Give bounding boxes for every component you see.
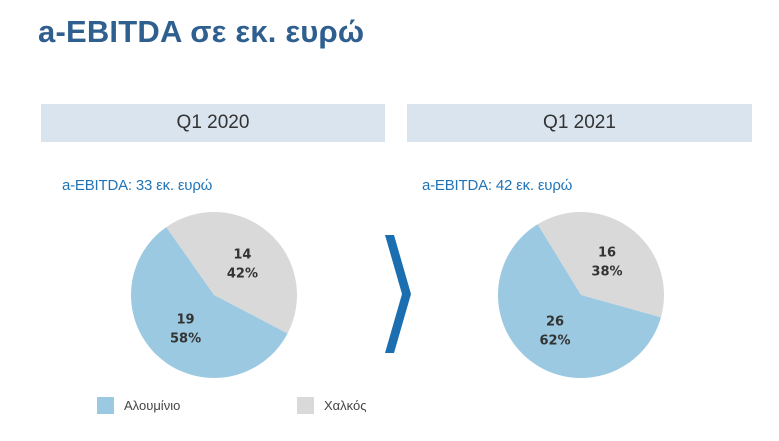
legend-swatch-aluminium	[97, 397, 114, 414]
data-label-percent-aluminium: 58%	[170, 331, 201, 346]
ebitda-total-q1-2021: a-EBITDA: 42 εκ. ευρώ	[422, 177, 573, 194]
data-label-percent-copper: 42%	[227, 267, 258, 282]
legend-item-aluminium: Αλουμίνιο	[97, 397, 180, 414]
pie-chart-q1-2020: 14 42% 19 58%	[131, 211, 297, 378]
legend-label-aluminium: Αλουμίνιο	[124, 398, 181, 413]
page-title: a-EBITDA σε εκ. ευρώ	[38, 14, 365, 49]
panel-header-q1-2020: Q1 2020	[41, 104, 385, 142]
legend-item-copper: Χαλκός	[297, 397, 367, 414]
data-label-value-aluminium: 26	[546, 314, 564, 329]
data-label-percent-aluminium: 62%	[539, 333, 570, 348]
legend-swatch-copper	[297, 397, 314, 414]
ebitda-total-q1-2020: a-EBITDA: 33 εκ. ευρώ	[62, 177, 213, 194]
pie-slice-aluminium	[131, 227, 288, 378]
pie-chart-q1-2021: 16 38% 26 62%	[498, 212, 664, 378]
data-label-value-copper: 16	[598, 246, 616, 261]
data-label-value-copper: 14	[233, 248, 251, 263]
pie-slice-copper	[166, 211, 297, 334]
pie-slice-copper	[537, 212, 664, 318]
legend-label-copper: Χαλκός	[324, 398, 367, 413]
panel-header-q1-2021: Q1 2021	[407, 104, 752, 142]
chevron-right-icon	[385, 235, 411, 353]
data-label-value-aluminium: 19	[177, 312, 195, 327]
data-label-percent-copper: 38%	[591, 265, 622, 280]
pie-slice-aluminium	[498, 224, 661, 378]
